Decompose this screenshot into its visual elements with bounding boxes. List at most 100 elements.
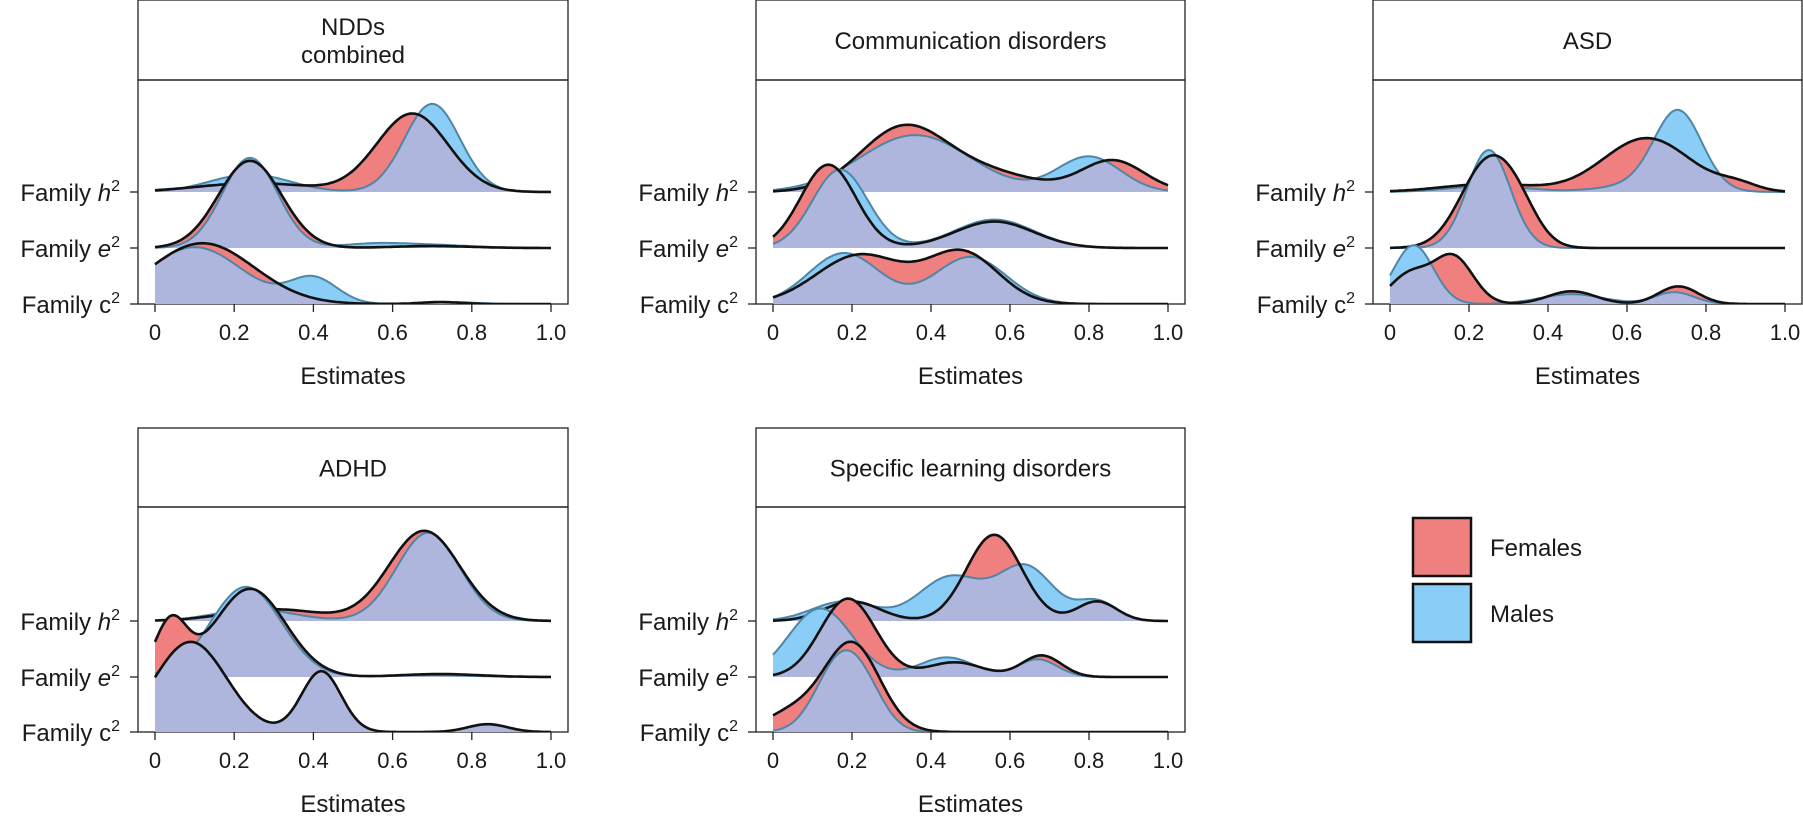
overlap-density-area bbox=[1390, 138, 1785, 192]
x-tick-label: 0 bbox=[767, 320, 779, 345]
x-tick-label: 0.6 bbox=[995, 748, 1026, 773]
x-tick-label: 0.6 bbox=[1612, 320, 1643, 345]
legend-label-females: Females bbox=[1490, 535, 1582, 562]
ridge-e2 bbox=[154, 156, 551, 250]
overlap-density-area bbox=[155, 247, 551, 304]
overlap-density-area bbox=[155, 641, 551, 732]
x-tick-label: 0.2 bbox=[837, 748, 868, 773]
x-tick-label: 0.4 bbox=[916, 320, 947, 345]
panel-title: ADHD bbox=[319, 456, 387, 483]
row-label-h2: Family h2 bbox=[638, 178, 738, 207]
x-tick-label: 0.2 bbox=[837, 320, 868, 345]
panel-2: Communication disorders Family h2 Family e… bbox=[638, 0, 1186, 390]
row-label-e2: Family e2 bbox=[638, 663, 738, 692]
x-tick-label: 1.0 bbox=[536, 320, 567, 345]
females-density-line bbox=[154, 159, 551, 250]
x-tick-label: 0 bbox=[149, 320, 161, 345]
row-label-e2: Family e2 bbox=[20, 663, 120, 692]
x-tick-label: 0 bbox=[767, 748, 779, 773]
x-axis-label: Estimates bbox=[300, 363, 405, 390]
overlap-density-area bbox=[155, 588, 551, 677]
legend-label-males: Males bbox=[1490, 601, 1554, 628]
females-density-line bbox=[153, 640, 552, 732]
panel-4: ADHD Family h2 Family e2 Family c2 0 0.2 0.4 0.… bbox=[20, 427, 569, 818]
x-tick-label: 0.8 bbox=[457, 320, 488, 345]
overlap-density-area bbox=[773, 650, 1168, 732]
row-label-h2: Family h2 bbox=[20, 607, 120, 636]
overlap-density-area bbox=[155, 160, 551, 248]
x-tick-label: 0.4 bbox=[298, 320, 329, 345]
x-tick-label: 1.0 bbox=[1153, 320, 1184, 345]
females-density-line bbox=[1389, 136, 1786, 193]
panel-title: Communication disorders bbox=[834, 28, 1106, 55]
x-tick-label: 1.0 bbox=[1770, 320, 1801, 345]
females-density-line bbox=[772, 640, 1168, 732]
females-density-line bbox=[772, 163, 1168, 250]
x-tick-label: 0 bbox=[1384, 320, 1396, 345]
x-tick-label: 0.2 bbox=[219, 748, 250, 773]
legend-swatch-males bbox=[1411, 582, 1473, 644]
panel-header bbox=[137, 0, 569, 81]
x-tick-label: 0.2 bbox=[1454, 320, 1485, 345]
females-density-line bbox=[154, 112, 552, 194]
row-label-c2: Family c2 bbox=[640, 290, 738, 319]
row-label-e2: Family e2 bbox=[20, 234, 120, 263]
ridge-e2 bbox=[772, 163, 1168, 250]
ridge-c2 bbox=[154, 241, 551, 304]
x-tick-label: 0 bbox=[149, 748, 161, 773]
ridge-e2 bbox=[153, 585, 551, 679]
females-density-line bbox=[153, 587, 551, 679]
ridge-c2 bbox=[772, 640, 1168, 732]
panel-title: NDDs bbox=[321, 14, 385, 41]
females-density-line bbox=[1389, 252, 1785, 304]
row-label-h2: Family h2 bbox=[20, 178, 120, 207]
ridge-c2 bbox=[153, 640, 552, 732]
females-density-line bbox=[772, 248, 1168, 304]
row-label-c2: Family c2 bbox=[640, 718, 738, 747]
ridge-h2 bbox=[154, 102, 552, 194]
row-label-h2: Family h2 bbox=[638, 607, 738, 636]
females-density-line bbox=[772, 597, 1168, 679]
x-tick-label: 0.4 bbox=[916, 748, 947, 773]
panel-header bbox=[755, 0, 1186, 81]
x-tick-label: 0.4 bbox=[298, 748, 329, 773]
ridge-e2 bbox=[1389, 148, 1785, 250]
panel-title: combined bbox=[301, 42, 405, 69]
x-axis-label: Estimates bbox=[918, 791, 1023, 818]
ridge-c2 bbox=[772, 248, 1168, 304]
females-density-line bbox=[154, 241, 551, 304]
overlap-density-area bbox=[155, 115, 551, 192]
ridge-h2 bbox=[154, 529, 552, 623]
x-axis-label: Estimates bbox=[1535, 363, 1640, 390]
overlap-density-area bbox=[773, 135, 1168, 192]
males-density-line bbox=[154, 102, 551, 193]
x-axis-label: Estimates bbox=[918, 363, 1023, 390]
x-tick-label: 0.6 bbox=[377, 748, 408, 773]
row-label-c2: Family c2 bbox=[22, 290, 120, 319]
x-axis-label: Estimates bbox=[300, 791, 405, 818]
x-tick-label: 0.8 bbox=[457, 748, 488, 773]
panel-header bbox=[137, 427, 569, 508]
females-density-line bbox=[1389, 153, 1785, 250]
row-label-e2: Family e2 bbox=[638, 234, 738, 263]
panel-title: Specific learning disorders bbox=[830, 456, 1111, 483]
males-density-line bbox=[772, 649, 1168, 732]
legend-swatch-females bbox=[1411, 516, 1473, 578]
overlap-density-area bbox=[773, 254, 1168, 304]
row-label-h2: Family h2 bbox=[1255, 178, 1355, 207]
panel-5: Specific learning disorders Family h2 Fami… bbox=[638, 427, 1186, 818]
x-tick-label: 0.4 bbox=[1533, 320, 1564, 345]
ridge-c2 bbox=[1389, 244, 1785, 304]
panel-header bbox=[1372, 0, 1803, 81]
x-tick-label: 0.8 bbox=[1074, 748, 1105, 773]
overlap-density-area bbox=[1390, 155, 1785, 248]
x-tick-label: 0.8 bbox=[1691, 320, 1722, 345]
ridge-h2 bbox=[772, 533, 1168, 623]
panel-header bbox=[755, 427, 1186, 508]
x-tick-label: 0.8 bbox=[1074, 320, 1105, 345]
panel-3: ASD Family h2 Family e2 Family c2 0 0.2 0.4 0.6… bbox=[1255, 0, 1803, 390]
ridge-h2 bbox=[1389, 108, 1786, 193]
x-tick-label: 1.0 bbox=[1153, 748, 1184, 773]
legend: Females Males bbox=[1411, 516, 1582, 644]
